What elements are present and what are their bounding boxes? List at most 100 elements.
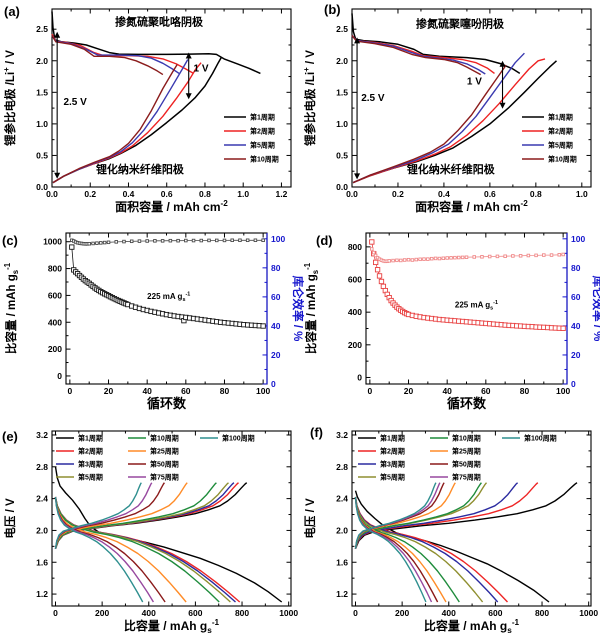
x-tick-label: 1000 (579, 608, 598, 618)
series-line-第10周期 (52, 64, 178, 184)
voltage-window-label: 2.5 V (361, 93, 385, 104)
x-tick-label: 0 (53, 608, 58, 618)
series-line-第1周期 (54, 482, 248, 549)
series-line-第10周期 (354, 482, 482, 549)
series-line-第75周期 (354, 496, 433, 603)
data-point-coulombic-efficiency (184, 238, 188, 243)
data-point-coulombic-efficiency (214, 238, 219, 243)
y-tick-label: 1.0 (336, 119, 348, 129)
y-tick-label: 2.5 (336, 24, 348, 34)
x-tick-label: 0.4 (438, 189, 450, 199)
data-point-coulombic-efficiency (395, 258, 399, 263)
panel-d-cycling-performance: 0 20 40 60 80 1000200400600800020406080100循环数… (303, 232, 600, 411)
panel-c-cycling-performance: 0 20 40 60 80 1000200400600800100002040608010… (2, 232, 305, 411)
data-point-coulombic-efficiency (387, 259, 391, 263)
series-line-第10周期 (351, 35, 482, 76)
y-tick-label: 0.0 (336, 182, 348, 192)
data-point-coulombic-efficiency (207, 238, 211, 243)
legend-label: 第3周期 (380, 460, 405, 469)
data-point-coulombic-efficiency (534, 253, 538, 258)
data-point-coulombic-efficiency (95, 241, 99, 245)
data-point-coulombic-efficiency (199, 238, 204, 243)
x-tick-label: 100 (256, 386, 270, 396)
data-point-coulombic-efficiency (222, 238, 227, 243)
y2-axis-label: 库仑效率 / % (291, 276, 305, 342)
plot-frame (351, 8, 592, 188)
y-tick-label: 2.0 (336, 56, 348, 66)
y-tick-label: 2.8 (336, 462, 348, 472)
panel-tag: (f) (310, 425, 323, 440)
x-tick-label: 0.2 (392, 189, 404, 199)
y2-tick-label: 100 (271, 234, 285, 244)
data-point-coulombic-efficiency (373, 253, 378, 258)
x-tick-label: 1.0 (576, 189, 588, 199)
y-tick-label: 600 (348, 275, 362, 285)
y-axis-label: 比容量 / mAh gs-1 (303, 262, 320, 354)
legend-label: 第2周期 (548, 127, 573, 136)
arrow-head-up (354, 37, 361, 44)
data-point-coulombic-efficiency (91, 241, 95, 246)
arrow-head-down (54, 172, 61, 179)
data-point-coulombic-efficiency (457, 255, 461, 260)
x-tick-label: 100 (556, 386, 570, 396)
data-point-coulombic-efficiency (261, 238, 265, 243)
y-tick-label: 2.4 (36, 494, 48, 504)
y-tick-label: 0.5 (336, 150, 348, 160)
data-point-coulombic-efficiency (526, 253, 531, 258)
y-axis-label: 电压 / V (303, 498, 317, 539)
y-tick-label: 0.5 (36, 150, 48, 160)
data-point-coulombic-efficiency (406, 257, 411, 262)
y2-tick-label: 0 (271, 379, 276, 389)
legend-label: 第5周期 (250, 141, 275, 150)
y2-axis-label: 库仑效率 / % (591, 276, 600, 342)
data-point-coulombic-efficiency (453, 255, 457, 260)
series-line-第75周期 (54, 496, 154, 603)
data-point-coulombic-efficiency (480, 255, 484, 259)
x-axis-label: 循环数 (147, 396, 187, 411)
y-tick-label: 600 (48, 290, 62, 300)
data-point-coulombic-efficiency (549, 253, 554, 257)
arrow-head-up (499, 60, 506, 67)
data-point-coulombic-efficiency (464, 255, 469, 259)
y-tick-label: 1.6 (336, 557, 348, 567)
data-point-coulombic-efficiency (437, 256, 442, 261)
x-tick-label: 0.6 (161, 189, 173, 199)
anode-label: 锂化纳米纤维阳极 (96, 162, 185, 176)
x-axis-label: 循环数 (447, 396, 487, 411)
y-tick-label: 1.2 (36, 589, 48, 599)
data-point-coulombic-efficiency (176, 238, 180, 243)
x-tick-label: 60 (181, 386, 191, 396)
panel-tag: (e) (2, 429, 18, 444)
y-axis-label: 锂参比电极 /Li+ / V (2, 50, 17, 146)
y-tick-label: 2.4 (336, 494, 348, 504)
y-tick-label: 1000 (43, 237, 62, 247)
x-tick-label: 0 (353, 608, 358, 618)
y-tick-label: 800 (348, 242, 362, 252)
x-tick-label: 0.4 (123, 189, 135, 199)
data-point-coulombic-efficiency (114, 240, 118, 244)
legend-label: 第100周期 (524, 434, 557, 443)
x-tick-label: 40 (442, 386, 452, 396)
data-point-coulombic-efficiency (102, 240, 107, 245)
plot-frame (51, 430, 292, 607)
x-tick-label: 200 (95, 608, 109, 618)
legend-label: 第1周期 (548, 113, 573, 122)
series-line-第25周期 (54, 482, 188, 549)
legend-label: 第50周期 (150, 460, 179, 469)
series-line-第100周期 (54, 482, 142, 549)
y-tick-label: 0 (57, 371, 62, 381)
x-axis-label: 比容量 / mAh gs-1 (424, 618, 520, 635)
legend-label: 第1周期 (250, 113, 275, 122)
panel-tag: (a) (4, 4, 20, 19)
y-tick-label: 2.0 (336, 525, 348, 535)
x-tick-label: 400 (442, 608, 456, 618)
x-tick-label: 60 (481, 386, 491, 396)
x-tick-label: 0.8 (199, 189, 211, 199)
data-point-coulombic-efficiency (106, 240, 111, 245)
series-line-第50周期 (54, 496, 166, 603)
data-point-coulombic-efficiency (87, 241, 91, 246)
data-point-coulombic-efficiency (129, 239, 134, 244)
data-point-coulombic-efficiency (414, 257, 418, 262)
series-line-第2周期 (354, 496, 509, 603)
